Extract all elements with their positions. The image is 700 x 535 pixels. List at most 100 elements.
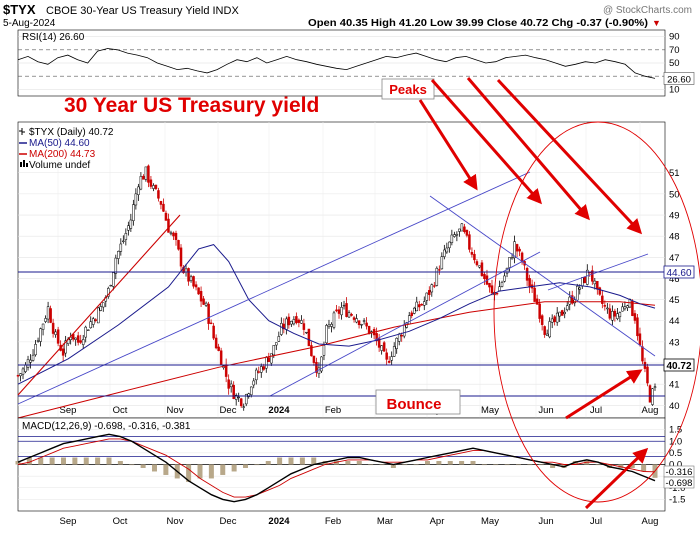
candle-body [335,309,338,312]
candle-body [51,322,55,334]
candle-body [412,307,416,314]
candle-body [555,312,559,323]
candle-body [300,320,303,324]
candle-body [380,345,383,351]
candle-body [177,240,180,250]
candle-body [157,190,160,199]
candle-body [247,393,250,397]
candle-body [440,256,444,270]
candle-body [362,320,366,322]
macd-tick-label: 1.0 [669,436,682,447]
macd-panel: MACD(12,26,9) -0.698, -0.316, -0.381 1.5… [15,417,695,527]
legend-price: $TYX (Daily) 40.72 [29,127,114,138]
candle-body [320,356,323,372]
candle-body [159,201,163,205]
candle-body [139,176,143,190]
candle-body [64,340,67,354]
macd-histogram-bar [436,461,442,465]
candle-body [224,364,228,377]
candle-body [395,337,398,349]
candle-body [305,331,308,334]
candle-body [144,166,148,180]
macd-histogram-bar [390,464,396,468]
candle-body [365,322,368,327]
macd-histogram-bar [26,457,32,465]
candle-body [172,232,175,237]
macd-x-label: 2024 [268,516,290,527]
macd-histogram-bar [95,457,101,465]
candle-body [596,281,599,290]
candle-body [242,406,245,408]
candle-body [122,240,125,242]
macd-x-label: May [481,516,499,527]
candle-body [21,368,25,375]
macd-histogram-bar [265,461,271,465]
candle-body [292,319,296,325]
price-tick-label: 48 [669,232,680,243]
candle-body [355,318,358,323]
peak-arrow-4 [496,78,643,235]
macd-histogram-bar [61,457,66,465]
candle-body [149,179,153,187]
candle-body [147,165,150,183]
candle-body [112,272,115,287]
macd-histogram-bar [140,464,146,468]
candle-body [463,226,466,233]
macd-value-label-2: -0.698 [666,478,693,489]
candle-body [257,371,261,373]
macd-histogram-bar [106,457,112,465]
price-tick-label: 44 [669,316,680,327]
candle-body [576,285,579,301]
candle-body [302,323,306,330]
rsi-tick-label: 90 [669,32,680,43]
candle-body [508,257,511,268]
candle-body [473,253,476,261]
candle-body [385,352,388,360]
candle-body [621,306,624,312]
candle-body [495,292,499,295]
rsi-panel: RSI(14) 26.60 907050301026.60 [17,29,695,97]
legend-icon-volume [20,160,28,167]
candle-body [535,298,539,305]
candle-body [280,323,283,335]
candle-body [420,304,424,306]
candle-body [387,360,391,363]
price-x-label: Oct [113,405,128,416]
candle-body [179,247,183,267]
candle-body [342,304,346,307]
candle-body [550,318,554,323]
macd-x-label: Apr [430,516,445,527]
ticker-symbol: $TYX [3,2,36,17]
macd-histogram-bar [516,464,521,466]
candle-body [285,318,288,330]
candle-body [367,325,371,335]
macd-histogram-bar [163,464,169,475]
legend-icon-price [19,128,25,135]
rsi-value-label: 26.60 [667,74,691,85]
macd-x-label: Sep [60,516,77,527]
macd-signal-line [17,438,656,498]
macd-x-label: Jun [538,516,553,527]
macd-histogram-bar [15,461,21,465]
candle-body [330,324,333,327]
peaks-label: Peaks [389,82,427,97]
legend-volume: Volume undef [29,160,90,171]
candle-body [448,241,451,249]
candle-body [325,325,328,344]
candle-body [290,321,293,325]
price-x-label: Jun [538,405,553,416]
candle-body [578,287,582,290]
rsi-legend: RSI(14) 26.60 [22,32,85,43]
candle-body [275,342,278,346]
candle-body [209,322,213,325]
macd-histogram-bar [641,464,647,472]
rsi-tick-label: 50 [669,58,680,69]
candle-body [525,267,529,281]
candle-body [39,328,42,342]
candle-body [357,320,361,326]
macd-tick-label: 1.5 [669,425,682,436]
peak-descending-line [429,195,656,357]
macd-x-label: Aug [642,516,659,527]
